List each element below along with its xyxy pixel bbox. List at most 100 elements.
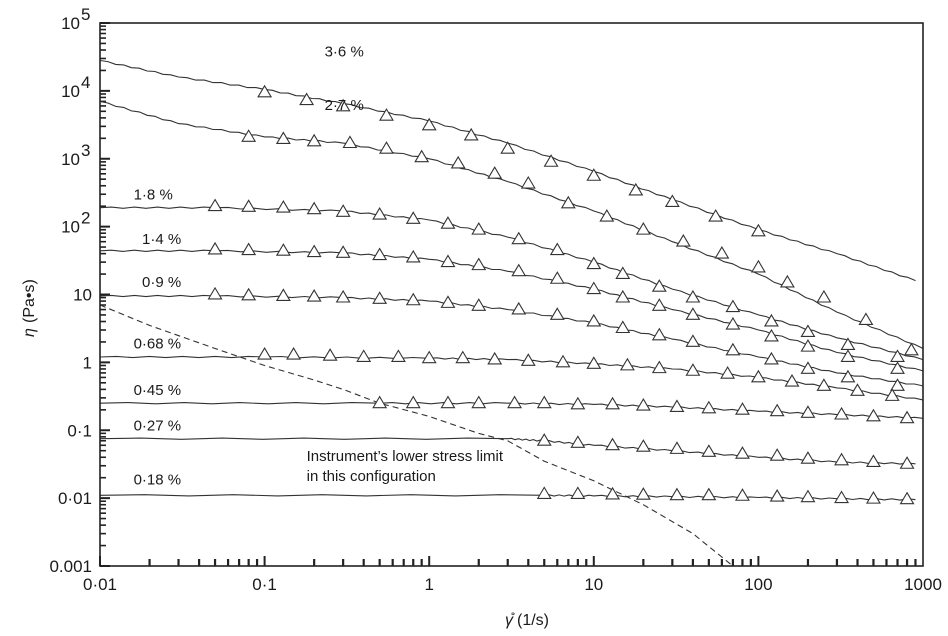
y-tick-label: 10 [61, 218, 80, 237]
triangle-marker [800, 489, 816, 503]
triangle-marker [511, 231, 527, 245]
stress-limit-line-group [99, 304, 734, 567]
triangle-marker [520, 175, 536, 189]
triangle-marker [599, 209, 615, 222]
triangle-marker [725, 299, 741, 313]
triangle-marker [701, 400, 717, 414]
triangle-marker [734, 488, 750, 501]
triangle-marker [890, 361, 905, 374]
series-label: 0·68 % [134, 336, 182, 353]
y-axis-unit: (Pa•s) [21, 279, 38, 323]
triangle-marker [335, 289, 351, 303]
triangle-marker [800, 405, 816, 418]
triangle-marker [511, 301, 527, 315]
triangle-marker [372, 395, 388, 409]
triangle-marker [372, 206, 388, 220]
stress-limit-line [99, 304, 734, 567]
triangle-marker [405, 292, 421, 306]
triangle-marker [207, 198, 223, 212]
triangle-marker [421, 117, 437, 131]
triangle-marker [440, 254, 456, 268]
triangle-marker [405, 395, 421, 409]
triangle-marker [890, 378, 905, 391]
y-tick-label: 10 [61, 14, 80, 33]
triangle-marker [570, 435, 586, 448]
triangle-marker [372, 247, 388, 261]
y-tick-exponent: 4 [81, 73, 90, 92]
axis-ticks [99, 22, 917, 567]
triangle-marker [763, 328, 779, 342]
annotation-line-2: in this configuration [307, 468, 436, 485]
triangle-marker [549, 307, 565, 320]
triangle-marker [275, 131, 291, 145]
triangle-marker [549, 242, 565, 256]
x-tick-label: 100 [744, 575, 772, 594]
series-line [99, 294, 924, 387]
triangle-marker [725, 342, 741, 356]
triangle-marker [471, 257, 487, 271]
triangle-marker [769, 403, 785, 417]
triangle-marker [651, 327, 667, 341]
triangle-marker [701, 444, 717, 457]
y-tick-exponent: 5 [81, 5, 90, 24]
triangle-marker [405, 211, 421, 224]
triangle-marker [440, 216, 456, 229]
triangle-marker [763, 351, 779, 365]
triangle-marker [555, 354, 571, 368]
triangle-marker [834, 406, 850, 420]
series-line [99, 355, 924, 401]
triangle-marker [769, 448, 785, 461]
triangle-marker [800, 324, 816, 337]
triangle-marker [560, 195, 576, 209]
triangle-marker [372, 291, 388, 304]
x-axis-unit: (1/s) [517, 612, 549, 629]
plot-frame [99, 22, 924, 567]
triangle-marker [536, 395, 552, 409]
triangle-marker [800, 451, 816, 464]
triangle-marker [306, 201, 322, 215]
x-tick-label: 1 [424, 575, 433, 594]
triangle-marker [816, 289, 832, 303]
triangle-marker [701, 487, 717, 501]
series-labels: 3·6 % 2·7 % 1·8 % 1·4 % 0·9 % 0·68 % 0·45 % 0·2… [134, 44, 364, 489]
triangle-marker [487, 166, 503, 179]
triangle-marker [543, 154, 559, 167]
triangle-marker [241, 129, 257, 142]
triangle-marker [306, 133, 322, 147]
series-line [99, 206, 924, 361]
triangle-marker [241, 242, 257, 256]
triangle-marker [450, 155, 466, 169]
triangle-marker [511, 263, 527, 277]
triangle-marker [800, 339, 816, 352]
series-label: 3·6 % [325, 44, 364, 61]
triangle-marker [734, 402, 750, 415]
series-label: 2·7 % [325, 97, 364, 114]
triangle-marker [421, 350, 437, 364]
series-label: 0·9 % [142, 274, 181, 291]
triangle-marker [664, 194, 680, 208]
triangle-marker [335, 245, 351, 258]
triangle-marker [520, 353, 536, 366]
triangle-marker [669, 487, 685, 501]
y-tick-label: 0·1 [67, 421, 92, 440]
triangle-marker [342, 135, 358, 149]
triangle-marker [500, 141, 516, 154]
triangle-marker [858, 312, 874, 326]
triangle-marker [605, 486, 621, 500]
series-line [99, 402, 924, 419]
triangle-marker [207, 241, 223, 255]
y-axis-symbol: η [21, 328, 38, 337]
triangle-marker [335, 204, 351, 217]
series-label: 1·4 % [142, 231, 181, 248]
series-line [99, 100, 924, 349]
triangle-marker [840, 369, 856, 383]
triangle-marker [619, 357, 635, 371]
triangle-marker [720, 366, 736, 379]
triangle-marker [586, 281, 602, 295]
triangle-marker [734, 446, 750, 459]
triangle-marker [275, 243, 291, 256]
triangle-marker [769, 489, 785, 502]
triangle-marker [779, 274, 795, 288]
triangle-marker [356, 349, 372, 362]
